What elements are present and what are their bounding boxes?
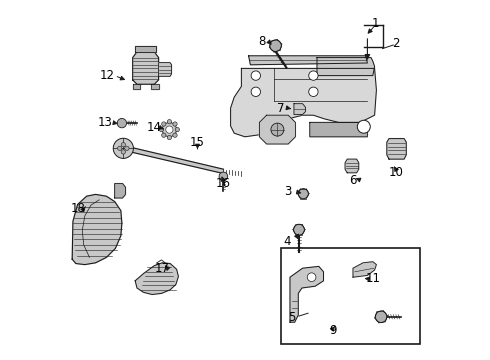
- Circle shape: [159, 127, 164, 132]
- Polygon shape: [310, 122, 368, 137]
- Circle shape: [162, 122, 166, 126]
- Text: 10: 10: [389, 166, 404, 179]
- Text: 1: 1: [371, 17, 379, 30]
- Text: 7: 7: [277, 102, 285, 114]
- Polygon shape: [135, 263, 178, 294]
- Text: 3: 3: [284, 185, 291, 198]
- Polygon shape: [231, 68, 376, 137]
- Circle shape: [166, 126, 173, 133]
- Circle shape: [307, 273, 316, 282]
- Polygon shape: [133, 84, 140, 89]
- Circle shape: [167, 120, 171, 124]
- Circle shape: [117, 118, 126, 128]
- Polygon shape: [124, 146, 223, 174]
- Polygon shape: [151, 84, 159, 89]
- Text: 12: 12: [100, 69, 115, 82]
- Circle shape: [121, 150, 125, 154]
- Text: 17: 17: [155, 262, 170, 275]
- Circle shape: [294, 224, 304, 235]
- Text: 2: 2: [392, 37, 400, 50]
- Circle shape: [309, 87, 318, 96]
- Text: 13: 13: [98, 116, 113, 129]
- Circle shape: [309, 71, 318, 80]
- Text: 14: 14: [147, 121, 162, 134]
- Circle shape: [219, 172, 228, 181]
- Polygon shape: [345, 159, 359, 173]
- Text: 4: 4: [284, 235, 291, 248]
- Text: 16: 16: [216, 177, 231, 190]
- Text: 6: 6: [349, 174, 357, 186]
- Circle shape: [162, 133, 166, 138]
- Polygon shape: [115, 184, 125, 198]
- Circle shape: [121, 143, 125, 147]
- Polygon shape: [387, 139, 406, 159]
- Circle shape: [251, 87, 261, 96]
- Text: 5: 5: [288, 311, 295, 324]
- Circle shape: [251, 71, 261, 80]
- Text: 11: 11: [366, 273, 380, 285]
- Circle shape: [173, 122, 177, 126]
- Polygon shape: [72, 194, 122, 265]
- Circle shape: [298, 189, 308, 199]
- Polygon shape: [133, 52, 159, 84]
- Polygon shape: [159, 63, 171, 76]
- Circle shape: [271, 123, 284, 136]
- Polygon shape: [248, 56, 368, 65]
- Polygon shape: [135, 46, 156, 52]
- Polygon shape: [317, 58, 374, 76]
- Circle shape: [375, 311, 387, 323]
- Circle shape: [113, 138, 133, 158]
- Circle shape: [175, 127, 179, 132]
- Circle shape: [162, 122, 176, 137]
- Circle shape: [125, 146, 129, 150]
- Circle shape: [270, 40, 281, 51]
- Text: 15: 15: [190, 136, 205, 149]
- Polygon shape: [353, 262, 376, 277]
- Polygon shape: [294, 104, 305, 114]
- Text: 9: 9: [329, 324, 337, 337]
- Polygon shape: [290, 266, 323, 322]
- Circle shape: [167, 135, 171, 140]
- Bar: [281, 248, 419, 344]
- Polygon shape: [259, 115, 295, 144]
- Circle shape: [118, 146, 122, 150]
- Circle shape: [173, 133, 177, 138]
- Text: 8: 8: [259, 35, 266, 48]
- Circle shape: [357, 120, 370, 133]
- Text: 18: 18: [71, 202, 85, 215]
